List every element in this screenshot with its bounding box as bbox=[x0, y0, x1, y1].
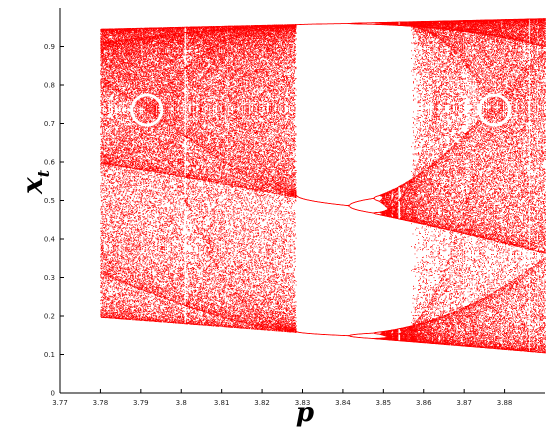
x-tick-label: 3.77 bbox=[52, 399, 68, 407]
annotation-circles bbox=[130, 93, 511, 127]
y-tick-label: 0.6 bbox=[44, 159, 56, 167]
x-ticks: 3.77 3.78 3.79 3.8 3.81 3.82 3.83 3.84 3.85 3.86 3… bbox=[52, 389, 512, 407]
x-tick-label: 3.84 bbox=[335, 399, 351, 407]
y-ticks: 0 0.1 0.2 0.3 0.4 0.5 0.6 0.7 0.8 0.9 bbox=[44, 43, 64, 398]
x-tick-label: 3.87 bbox=[456, 399, 472, 407]
annotation-circle bbox=[477, 93, 511, 127]
y-tick-label: 0.7 bbox=[44, 120, 55, 128]
y-axis-subscript: t bbox=[34, 169, 53, 177]
x-tick-label: 3.83 bbox=[295, 399, 311, 407]
y-tick-label: 0.5 bbox=[44, 197, 55, 205]
x-tick-label: 3.82 bbox=[254, 399, 270, 407]
y-tick-label: 0.2 bbox=[44, 313, 55, 321]
x-tick-label: 3.88 bbox=[497, 399, 513, 407]
x-tick-label: 3.86 bbox=[416, 399, 432, 407]
x-tick-label: 3.8 bbox=[176, 399, 187, 407]
x-tick-label: 3.79 bbox=[133, 399, 149, 407]
x-axis-title: p bbox=[296, 398, 314, 428]
annotation-circle bbox=[130, 93, 164, 127]
y-tick-label: 0.9 bbox=[44, 43, 55, 51]
x-tick-label: 3.85 bbox=[376, 399, 392, 407]
x-tick-label: 3.81 bbox=[214, 399, 230, 407]
y-axis-title: x bbox=[16, 177, 49, 195]
y-tick-label: 0.3 bbox=[44, 274, 55, 282]
y-tick-label: 0.8 bbox=[44, 82, 55, 90]
svg-text:xt: xt bbox=[16, 169, 53, 195]
y-tick-label: 0 bbox=[51, 390, 55, 398]
bifurcation-points bbox=[100, 18, 546, 354]
y-tick-label: 0.4 bbox=[44, 236, 56, 244]
scatter-points bbox=[100, 18, 546, 354]
y-axis-title-group: xt bbox=[16, 169, 53, 195]
x-tick-label: 3.78 bbox=[93, 399, 109, 407]
y-tick-label: 0.1 bbox=[44, 351, 55, 359]
